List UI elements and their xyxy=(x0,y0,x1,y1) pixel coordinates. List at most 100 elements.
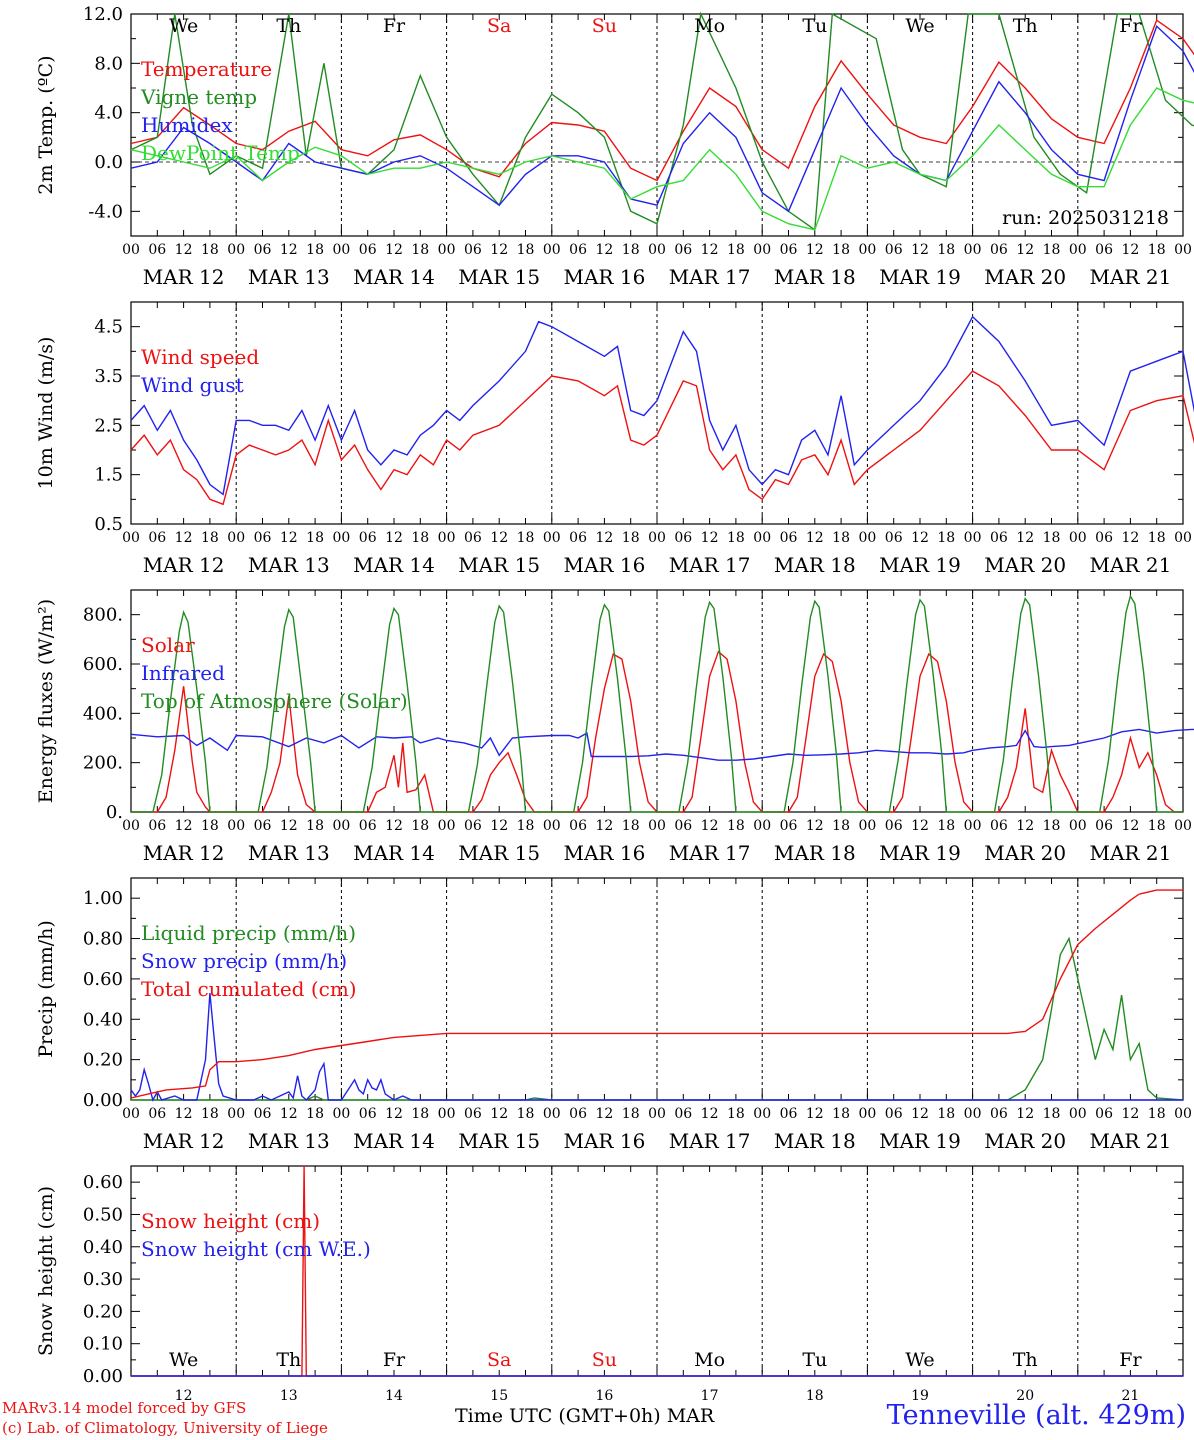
x-hour-label: 12 xyxy=(385,818,403,834)
x-hour-label: 06 xyxy=(674,242,692,258)
x-hour-label: 06 xyxy=(464,242,482,258)
x-hour-label: 12 xyxy=(280,242,298,258)
x-date-label: MAR 18 xyxy=(774,265,856,289)
x-hour-label: 12 xyxy=(911,818,929,834)
x-hour-label: 12 xyxy=(701,1106,719,1122)
x-hour-label: 00 xyxy=(753,1106,771,1122)
weekday-label: Tu xyxy=(802,15,827,37)
x-hour-label: 18 xyxy=(832,242,850,258)
x-date-label: MAR 17 xyxy=(669,1129,751,1153)
y-tick-label: 800. xyxy=(83,605,123,626)
x-date-label: MAR 12 xyxy=(143,265,225,289)
x-hour-label: 06 xyxy=(254,818,272,834)
legend-entry: Snow precip (mm/h) xyxy=(141,949,347,973)
run-label: run: 2025031218 xyxy=(1002,207,1169,229)
x-hour-label: 12 xyxy=(911,530,929,546)
x-hour-label: 00 xyxy=(122,530,140,546)
x-hour-label: 06 xyxy=(148,242,166,258)
x-hour-label: 00 xyxy=(1174,1106,1192,1122)
y-tick-label: 0.20 xyxy=(83,1050,123,1071)
x-hour-label: 18 xyxy=(622,818,640,834)
x-hour-label: 18 xyxy=(517,530,535,546)
x-hour-label: 00 xyxy=(858,530,876,546)
weekday-label: Th xyxy=(1013,1349,1038,1371)
x-hour-label: 18 xyxy=(727,242,745,258)
x-hour-label: 00 xyxy=(858,818,876,834)
x-hour-label: 18 xyxy=(937,530,955,546)
y-tick-label: 0.00 xyxy=(83,1366,123,1387)
weekday-label: We xyxy=(905,15,934,37)
x-hour-label: 12 xyxy=(280,530,298,546)
x-hour-label: 00 xyxy=(122,242,140,258)
x-hour-label: 12 xyxy=(175,530,193,546)
x-hour-label: 06 xyxy=(990,242,1008,258)
x-hour-label: 00 xyxy=(964,818,982,834)
weekday-label: Fr xyxy=(383,15,406,37)
y-tick-label: 1.00 xyxy=(83,888,123,909)
legend-entry: Temperature xyxy=(141,57,272,81)
x-hour-label: 00 xyxy=(1174,530,1192,546)
weekday-label: Fr xyxy=(383,1349,406,1371)
chart-panel-5: 0.00 0.10 0.20 0.30 0.40 0.50 0.60 Snow height … xyxy=(35,1165,1184,1404)
y-tick-label: 0.30 xyxy=(83,1269,123,1290)
x-hour-label: 00 xyxy=(858,242,876,258)
x-hour-label: 12 xyxy=(1121,818,1139,834)
legend-entry: Wind speed xyxy=(141,345,259,369)
x-hour-label: 18 xyxy=(411,1106,429,1122)
x-hour-label: 12 xyxy=(1121,530,1139,546)
x-hour-label: 06 xyxy=(359,1106,377,1122)
x-hour-label: 06 xyxy=(1095,818,1113,834)
x-date-label: MAR 19 xyxy=(879,841,961,865)
x-hour-label: 06 xyxy=(674,530,692,546)
x-hour-label: 18 xyxy=(1148,818,1166,834)
y-axis-label: 2m Temp. (ºC) xyxy=(35,55,57,194)
x-hour-label: 12 xyxy=(175,242,193,258)
x-hour-label: 12 xyxy=(1121,1106,1139,1122)
x-hour-label: 06 xyxy=(674,818,692,834)
x-date-label: MAR 17 xyxy=(669,553,751,577)
x-hour-label: 00 xyxy=(1174,818,1192,834)
x-hour-label: 06 xyxy=(148,530,166,546)
x-hour-label: 12 xyxy=(595,242,613,258)
y-tick-label: 0.40 xyxy=(83,1237,123,1258)
x-hour-label: 06 xyxy=(885,242,903,258)
x-day-number: 21 xyxy=(1121,1388,1139,1404)
x-date-label: MAR 14 xyxy=(353,265,435,289)
x-hour-label: 12 xyxy=(385,530,403,546)
x-date-label: MAR 18 xyxy=(774,1129,856,1153)
x-hour-label: 18 xyxy=(306,242,324,258)
weekday-label: Tu xyxy=(802,1349,827,1371)
x-hour-label: 12 xyxy=(701,242,719,258)
x-hour-label: 06 xyxy=(254,242,272,258)
legend-entry: Humidex xyxy=(141,113,233,137)
x-hour-label: 06 xyxy=(885,530,903,546)
x-hour-label: 12 xyxy=(1016,242,1034,258)
x-hour-label: 00 xyxy=(332,1106,350,1122)
x-hour-label: 06 xyxy=(569,1106,587,1122)
x-day-number: 19 xyxy=(911,1388,929,1404)
x-hour-label: 12 xyxy=(490,1106,508,1122)
x-hour-label: 12 xyxy=(806,530,824,546)
x-hour-label: 12 xyxy=(1121,242,1139,258)
y-tick-label: 0.0 xyxy=(94,152,123,173)
x-hour-label: 12 xyxy=(1016,1106,1034,1122)
x-date-label: MAR 13 xyxy=(248,1129,330,1153)
x-day-number: 12 xyxy=(175,1388,193,1404)
x-hour-label: 18 xyxy=(1043,530,1061,546)
weekday-label: Su xyxy=(592,1349,617,1371)
x-hour-label: 00 xyxy=(332,818,350,834)
legend-entry: Snow height (cm W.E.) xyxy=(141,1237,371,1261)
x-hour-label: 06 xyxy=(780,818,798,834)
x-hour-label: 06 xyxy=(148,1106,166,1122)
x-hour-label: 12 xyxy=(175,1106,193,1122)
x-hour-label: 06 xyxy=(254,530,272,546)
series-line xyxy=(130,315,1194,496)
x-day-number: 14 xyxy=(385,1388,403,1404)
series-line xyxy=(130,25,1194,213)
y-tick-label: 3.5 xyxy=(94,366,123,387)
x-hour-label: 06 xyxy=(464,818,482,834)
legend-entry: Vigne temp xyxy=(140,85,257,109)
x-hour-label: 12 xyxy=(490,242,508,258)
weekday-label: Th xyxy=(276,1349,301,1371)
x-day-number: 13 xyxy=(280,1388,298,1404)
